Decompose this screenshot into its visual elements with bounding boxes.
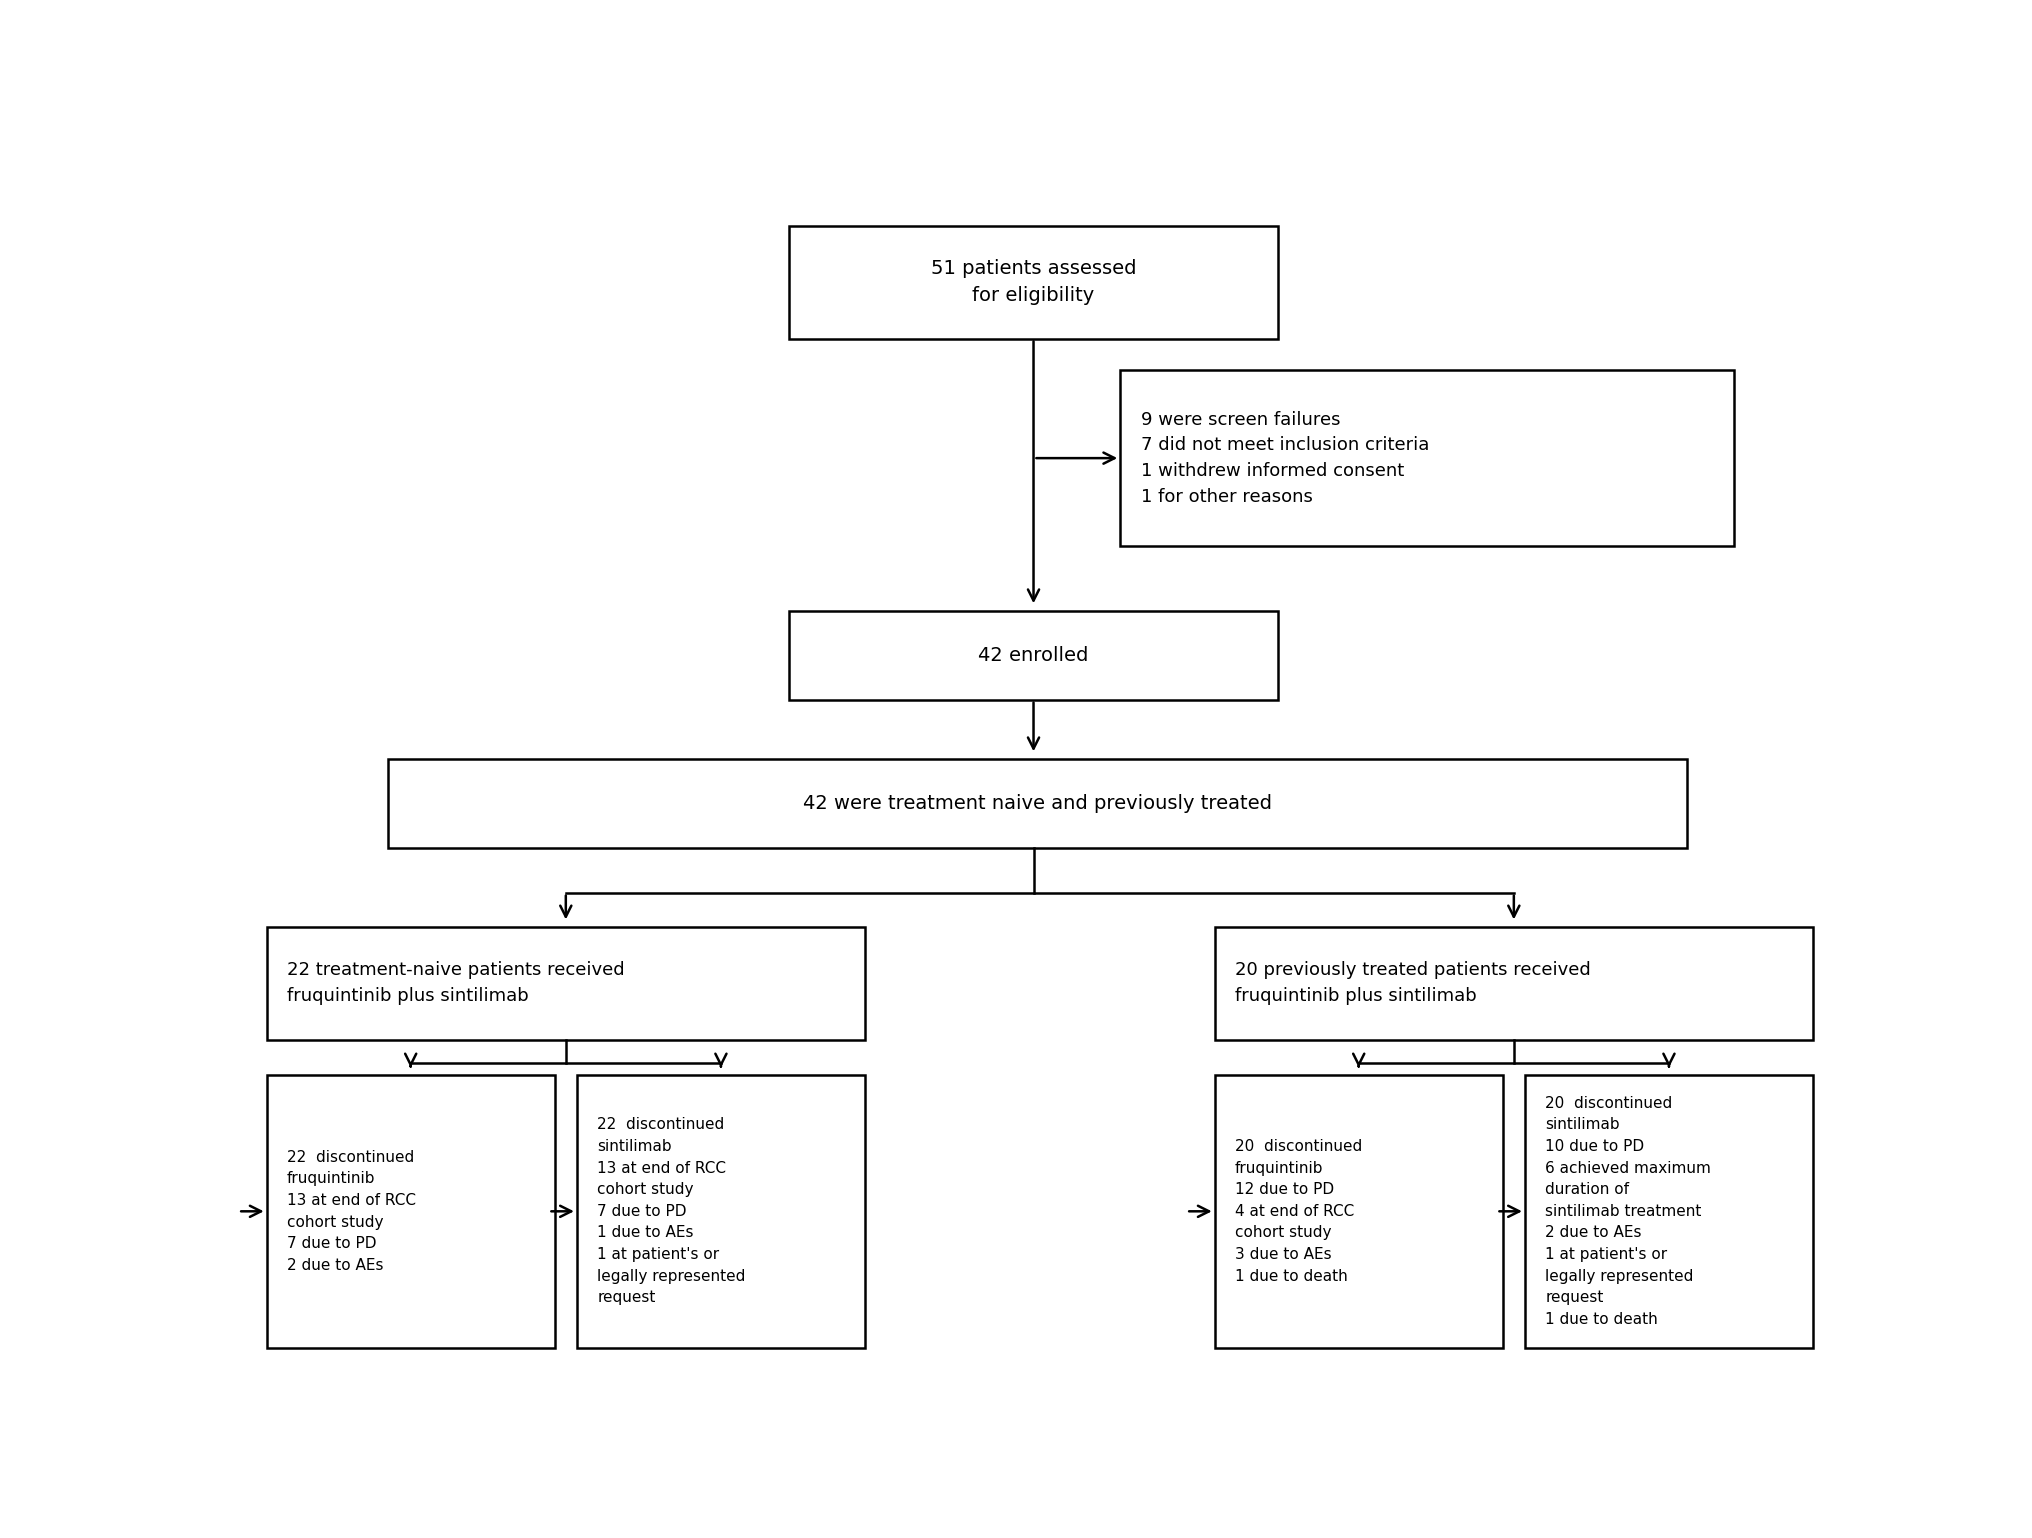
Text: 20  discontinued
sintilimab
10 due to PD
6 achieved maximum
duration of
sintilim: 20 discontinued sintilimab 10 due to PD …	[1544, 1095, 1711, 1327]
FancyBboxPatch shape	[577, 1075, 866, 1347]
Text: 20  discontinued
fruquintinib
12 due to PD
4 at end of RCC
cohort study
3 due to: 20 discontinued fruquintinib 12 due to P…	[1235, 1140, 1361, 1284]
FancyBboxPatch shape	[1215, 927, 1813, 1040]
Text: 22 treatment-naive patients received
fruquintinib plus sintilimab: 22 treatment-naive patients received fru…	[287, 961, 624, 1006]
FancyBboxPatch shape	[788, 226, 1278, 338]
FancyBboxPatch shape	[1120, 371, 1735, 546]
Text: 51 patients assessed
for eligibility: 51 patients assessed for eligibility	[931, 258, 1136, 306]
Text: 42 enrolled: 42 enrolled	[977, 646, 1089, 664]
FancyBboxPatch shape	[388, 758, 1687, 847]
Text: 22  discontinued
sintilimab
13 at end of RCC
cohort study
7 due to PD
1 due to A: 22 discontinued sintilimab 13 at end of …	[597, 1118, 746, 1306]
Text: 20 previously treated patients received
fruquintinib plus sintilimab: 20 previously treated patients received …	[1235, 961, 1591, 1006]
FancyBboxPatch shape	[1524, 1075, 1813, 1347]
FancyBboxPatch shape	[266, 1075, 555, 1347]
Text: 9 were screen failures
7 did not meet inclusion criteria
1 withdrew informed con: 9 were screen failures 7 did not meet in…	[1140, 411, 1428, 506]
FancyBboxPatch shape	[266, 927, 866, 1040]
Text: 42 were treatment naive and previously treated: 42 were treatment naive and previously t…	[803, 794, 1272, 814]
FancyBboxPatch shape	[788, 611, 1278, 700]
Text: 22  discontinued
fruquintinib
13 at end of RCC
cohort study
7 due to PD
2 due to: 22 discontinued fruquintinib 13 at end o…	[287, 1150, 417, 1273]
FancyBboxPatch shape	[1215, 1075, 1504, 1347]
